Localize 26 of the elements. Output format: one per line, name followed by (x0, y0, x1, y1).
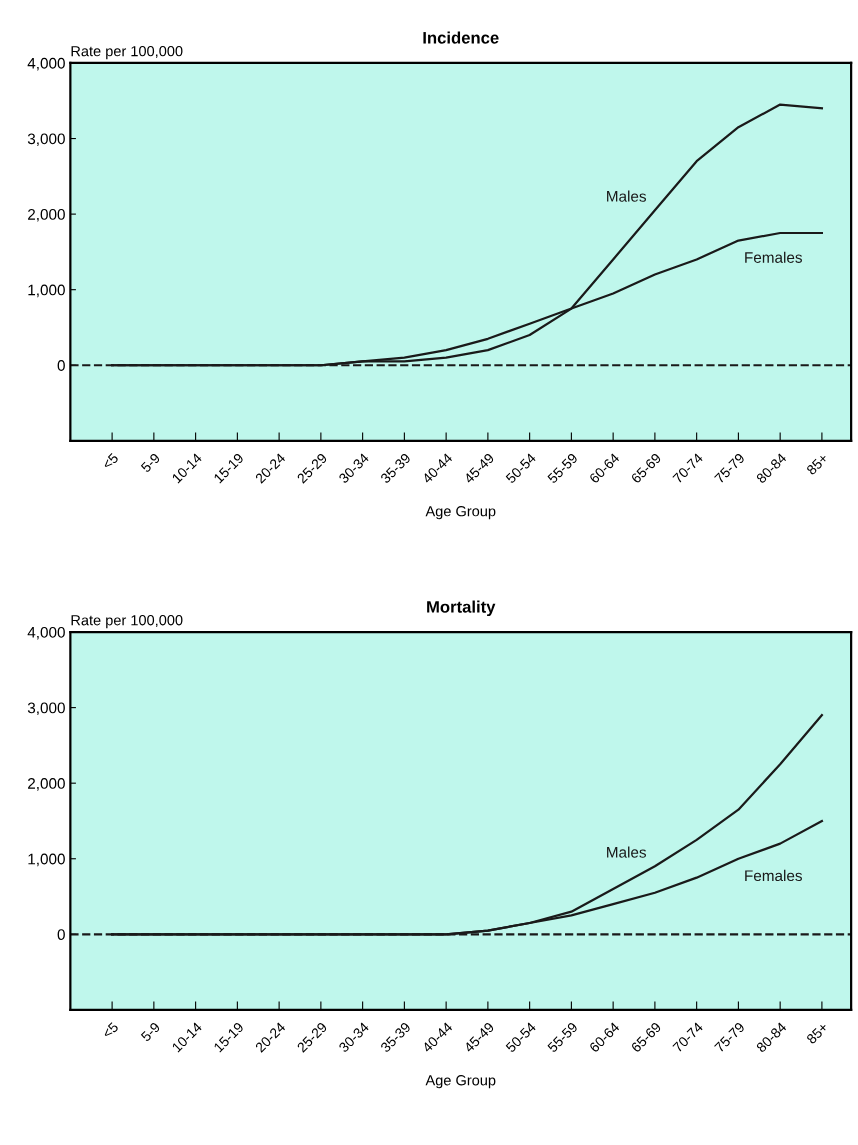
x-axis-title: Age Group (425, 506, 496, 520)
y-tick-label: 4,000 (27, 626, 65, 640)
series-label: Males (607, 190, 647, 202)
y-tick-label: 3,000 (27, 133, 65, 147)
y-tick-label: 0 (57, 929, 65, 941)
x-tick-label: 85+ (805, 452, 829, 476)
series-label: Females (745, 869, 802, 882)
chart-title: Mortality (427, 600, 496, 617)
series-label: Females (745, 251, 802, 263)
y-tick-label: 0 (57, 360, 65, 371)
y-tick-label: 2,000 (28, 208, 65, 222)
y-tick-label: 4,000 (27, 57, 65, 71)
y-tick-label: 1,000 (28, 853, 65, 867)
x-axis-title: Age Group (425, 1075, 496, 1089)
y-axis-title: Rate per 100,000 (71, 45, 183, 60)
y-axis-title: Rate per 100,000 (71, 615, 183, 629)
x-tick-label: 5-9 (140, 1021, 161, 1043)
chart-title: Incidence (423, 31, 499, 44)
y-tick-label: 1,000 (28, 284, 65, 298)
x-tick-label: <5 (101, 452, 119, 470)
y-tick-label: 2,000 (28, 778, 65, 791)
x-tick-label: 5-9 (140, 452, 161, 473)
x-tick-label: <5 (101, 1021, 119, 1039)
y-tick-label: 3,000 (27, 702, 65, 716)
x-tick-label: 85+ (805, 1021, 829, 1045)
series-label: Males (607, 846, 647, 858)
